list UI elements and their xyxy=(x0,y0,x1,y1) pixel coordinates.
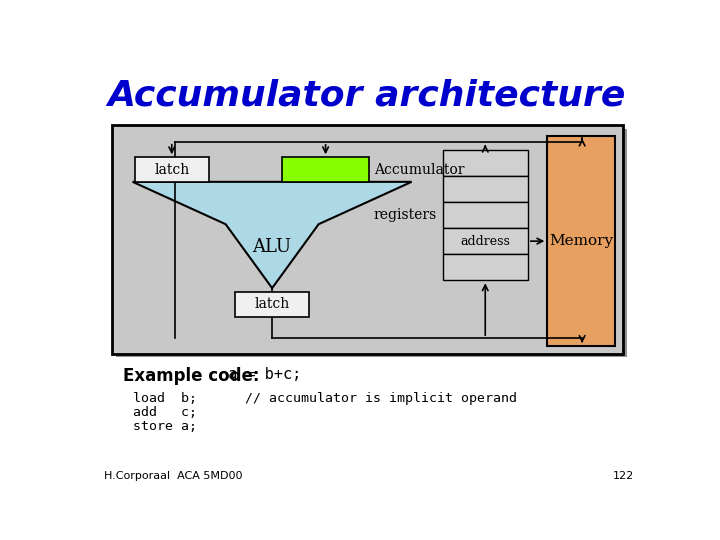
Text: Memory: Memory xyxy=(549,234,613,248)
Text: a = b+c;: a = b+c; xyxy=(210,367,302,382)
Text: address: address xyxy=(460,234,510,248)
Bar xyxy=(443,176,528,202)
Polygon shape xyxy=(132,182,412,288)
Bar xyxy=(116,129,627,357)
Bar xyxy=(443,254,528,280)
Text: latch: latch xyxy=(154,163,189,177)
Text: registers: registers xyxy=(373,208,436,222)
Text: load  b;      // accumulator is implicit operand: load b; // accumulator is implicit opera… xyxy=(132,392,517,405)
Bar xyxy=(282,157,369,182)
Text: latch: latch xyxy=(254,297,289,311)
Text: Accumulator: Accumulator xyxy=(374,163,464,177)
Bar xyxy=(235,292,309,316)
Text: Accumulator architecture: Accumulator architecture xyxy=(107,79,626,113)
Bar xyxy=(135,157,209,182)
Bar xyxy=(443,228,528,254)
Bar xyxy=(443,202,528,228)
Text: 122: 122 xyxy=(613,471,634,481)
Bar xyxy=(443,150,528,176)
Text: ALU: ALU xyxy=(253,238,292,256)
Bar xyxy=(547,136,615,346)
Bar xyxy=(112,125,624,354)
Text: Example code:: Example code: xyxy=(122,367,259,386)
Text: store a;: store a; xyxy=(132,420,197,433)
Text: add   c;: add c; xyxy=(132,406,197,419)
Text: H.Corporaal  ACA 5MD00: H.Corporaal ACA 5MD00 xyxy=(104,471,243,481)
